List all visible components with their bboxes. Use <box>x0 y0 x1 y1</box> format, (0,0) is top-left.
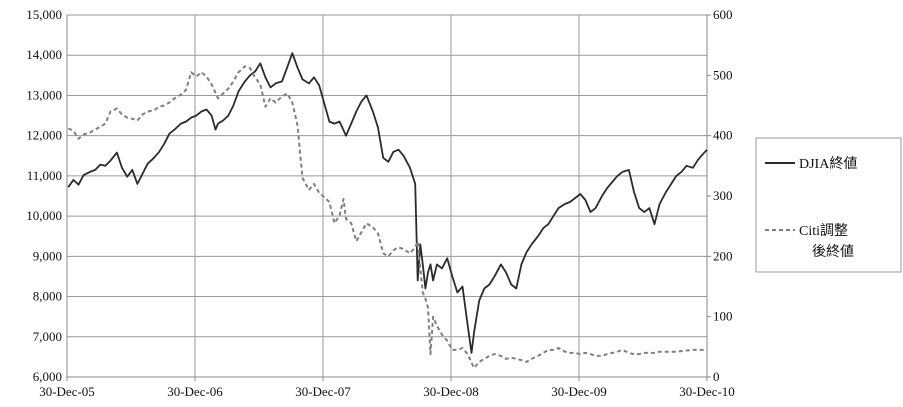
y-left-tick-label: 10,000 <box>26 208 62 223</box>
x-tick-labels: 30-Dec-05 30-Dec-06 30-Dec-07 30-Dec-08 30-D… <box>39 377 735 399</box>
y-right-tick-label: 400 <box>713 128 733 143</box>
y-right-tick-label: 0 <box>713 369 720 384</box>
y-left-tick-label: 12,000 <box>26 128 62 143</box>
x-tick-label: 30-Dec-05 <box>39 384 95 399</box>
x-tick-label: 30-Dec-06 <box>167 384 223 399</box>
legend-label-citi-line2: 後終値 <box>812 244 854 260</box>
y-left-tick-label: 14,000 <box>26 47 62 62</box>
x-tick-label: 30-Dec-07 <box>295 384 351 399</box>
y-left-tick-label: 13,000 <box>26 87 62 102</box>
x-tick-label: 30-Dec-09 <box>551 384 607 399</box>
legend-label-djia: DJIA終値 <box>799 156 857 172</box>
grid-lines <box>67 14 707 377</box>
legend-label-citi-line1: Citi調整 <box>799 223 848 239</box>
x-tick-label: 30-Dec-08 <box>423 384 479 399</box>
y-right-tick-label: 500 <box>713 67 733 82</box>
legend-box <box>755 137 902 273</box>
legend: DJIA終値 Citi調整 後終値 <box>755 137 902 273</box>
y-left-tick-label: 8,000 <box>33 289 62 304</box>
series-lines <box>67 52 708 369</box>
legend-label-citi: Citi調整 後終値 <box>799 223 854 260</box>
y-left-tick-label: 15,000 <box>26 7 62 22</box>
y-left-tick-label: 6,000 <box>33 369 62 384</box>
y-left-tick-label: 7,000 <box>33 329 62 344</box>
y-left-tick-labels: 6,000 7,000 8,000 9,000 10,000 11,000 12,000 13… <box>26 7 62 384</box>
series-line-djia <box>67 52 708 354</box>
y-left-tick-label: 11,000 <box>27 168 62 183</box>
axes <box>66 15 708 378</box>
series-line-citi <box>67 65 708 369</box>
x-tick-label: 30-Dec-10 <box>679 384 735 399</box>
y-right-tick-label: 300 <box>713 188 733 203</box>
y-right-tick-label: 100 <box>713 309 733 324</box>
y-right-tick-labels: 0 100 200 300 400 500 600 <box>707 7 733 384</box>
y-left-tick-label: 9,000 <box>33 248 62 263</box>
y-right-tick-label: 600 <box>713 7 733 22</box>
y-right-tick-label: 200 <box>713 248 733 263</box>
